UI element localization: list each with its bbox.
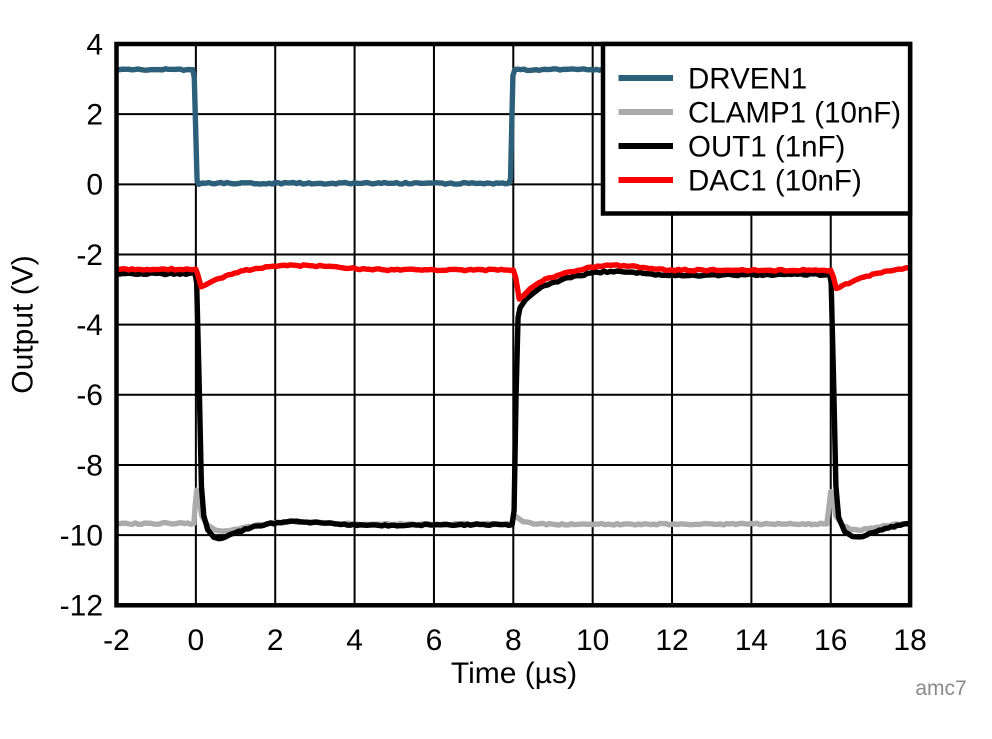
svg-text:-8: -8 — [76, 449, 103, 482]
svg-text:12: 12 — [655, 624, 688, 657]
svg-text:-6: -6 — [76, 379, 103, 412]
svg-text:amc7: amc7 — [915, 677, 966, 700]
svg-text:OUT1 (1nF): OUT1 (1nF) — [688, 130, 845, 163]
svg-text:-10: -10 — [60, 519, 103, 552]
svg-text:6: 6 — [426, 624, 443, 657]
svg-text:DAC1 (10nF): DAC1 (10nF) — [688, 164, 862, 197]
svg-text:DRVEN1: DRVEN1 — [688, 62, 807, 95]
svg-text:0: 0 — [86, 169, 103, 202]
svg-text:4: 4 — [346, 624, 363, 657]
svg-text:14: 14 — [735, 624, 768, 657]
svg-text:18: 18 — [893, 624, 926, 657]
svg-text:0: 0 — [188, 624, 205, 657]
svg-text:Output (V): Output (V) — [7, 255, 40, 393]
svg-text:4: 4 — [86, 28, 103, 61]
svg-text:-12: -12 — [60, 590, 103, 623]
svg-text:Time (µs): Time (µs) — [451, 657, 577, 690]
svg-text:CLAMP1 (10nF): CLAMP1 (10nF) — [688, 96, 901, 129]
svg-text:-4: -4 — [76, 309, 103, 342]
svg-text:-2: -2 — [76, 239, 103, 272]
svg-text:-2: -2 — [103, 624, 130, 657]
svg-text:2: 2 — [267, 624, 284, 657]
svg-text:8: 8 — [505, 624, 522, 657]
svg-text:10: 10 — [576, 624, 609, 657]
svg-text:16: 16 — [814, 624, 847, 657]
svg-text:2: 2 — [86, 98, 103, 131]
